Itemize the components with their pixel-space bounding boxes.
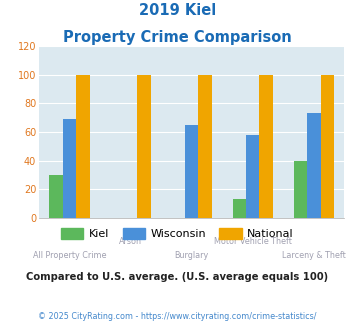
Text: Property Crime Comparison: Property Crime Comparison	[63, 30, 292, 45]
Text: Burglary: Burglary	[175, 251, 209, 260]
Text: 2019 Kiel: 2019 Kiel	[139, 3, 216, 18]
Bar	[198, 75, 212, 218]
Bar	[185, 125, 198, 218]
Text: © 2025 CityRating.com - https://www.cityrating.com/crime-statistics/: © 2025 CityRating.com - https://www.city…	[38, 312, 317, 321]
Text: Motor Vehicle Theft: Motor Vehicle Theft	[214, 237, 292, 246]
Bar	[76, 75, 90, 218]
Bar	[49, 175, 63, 218]
Bar	[294, 161, 307, 218]
Text: Compared to U.S. average. (U.S. average equals 100): Compared to U.S. average. (U.S. average …	[26, 272, 329, 282]
Text: All Property Crime: All Property Crime	[33, 251, 106, 260]
Text: Larceny & Theft: Larceny & Theft	[282, 251, 346, 260]
Legend: Kiel, Wisconsin, National: Kiel, Wisconsin, National	[57, 224, 298, 244]
Bar	[307, 114, 321, 218]
Bar	[321, 75, 334, 218]
Bar	[246, 135, 260, 218]
Bar	[137, 75, 151, 218]
Bar	[233, 199, 246, 218]
Bar	[63, 119, 76, 218]
Text: Arson: Arson	[119, 237, 142, 246]
Bar	[260, 75, 273, 218]
